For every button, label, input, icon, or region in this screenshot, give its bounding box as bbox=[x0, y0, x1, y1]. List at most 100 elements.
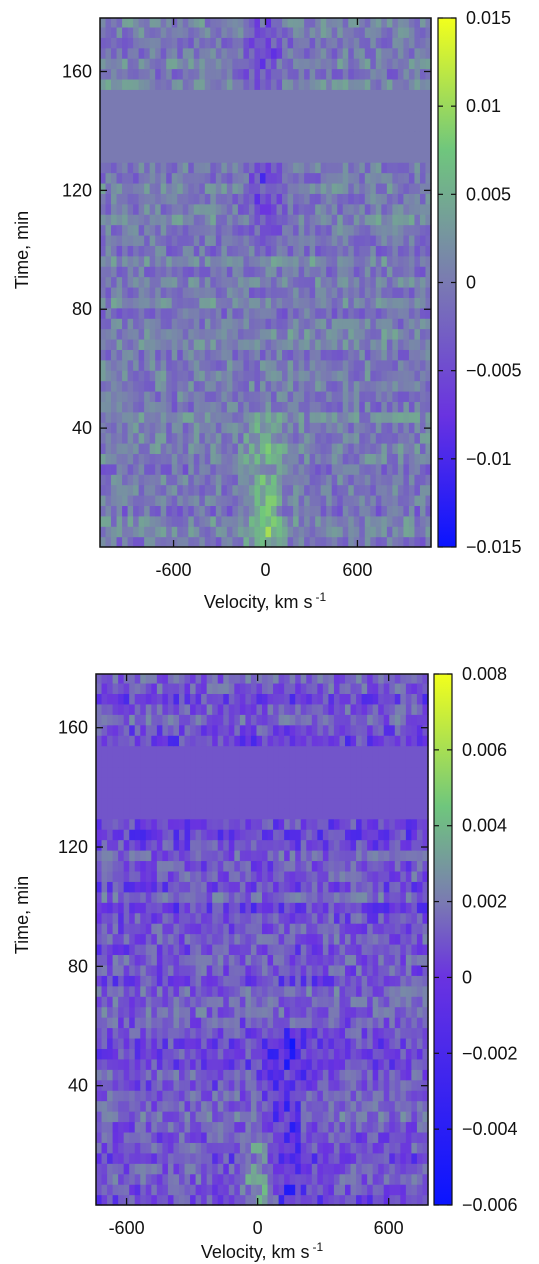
heatmap-cell bbox=[403, 422, 410, 434]
heatmap-cell bbox=[416, 954, 424, 966]
heatmap-cell bbox=[320, 318, 327, 330]
heatmap-cell bbox=[193, 68, 200, 80]
heatmap-cell bbox=[333, 1090, 341, 1102]
heatmap-cell bbox=[331, 224, 338, 236]
heatmap-cell bbox=[201, 985, 208, 997]
heatmap-cell bbox=[356, 975, 363, 987]
heatmap-cell bbox=[101, 1048, 108, 1060]
heatmap-cell bbox=[392, 89, 399, 101]
heatmap-cell bbox=[271, 442, 278, 454]
heatmap-cell bbox=[298, 349, 305, 361]
heatmap-cell bbox=[190, 891, 197, 903]
heatmap-cell bbox=[204, 536, 211, 548]
heatmap-cell bbox=[295, 902, 302, 914]
heatmap-cell bbox=[144, 37, 151, 49]
heatmap-cell bbox=[353, 463, 360, 475]
heatmap-cell bbox=[239, 912, 246, 924]
heatmap-cell bbox=[419, 151, 427, 163]
heatmap-cell bbox=[171, 474, 178, 486]
heatmap-cell bbox=[276, 47, 283, 59]
heatmap-cell bbox=[419, 359, 427, 371]
heatmap-cell bbox=[304, 182, 311, 194]
heatmap-cell bbox=[271, 193, 278, 205]
heatmap-cell bbox=[326, 349, 333, 361]
heatmap-cell bbox=[276, 422, 283, 434]
heatmap-cell bbox=[309, 494, 316, 506]
heatmap-cell bbox=[166, 474, 173, 486]
heatmap-cell bbox=[239, 1194, 246, 1206]
heatmap-cell bbox=[405, 1194, 412, 1206]
heatmap-cell bbox=[177, 37, 184, 49]
heatmap-cell bbox=[206, 923, 213, 935]
heatmap-cell bbox=[295, 1048, 302, 1060]
heatmap-cell bbox=[129, 985, 136, 997]
heatmap-cell bbox=[364, 390, 371, 402]
heatmap-cell bbox=[309, 297, 316, 309]
heatmap-cell bbox=[210, 463, 217, 475]
heatmap-cell bbox=[306, 1069, 313, 1081]
heatmap-cell bbox=[309, 318, 316, 330]
heatmap-cell bbox=[331, 141, 338, 153]
heatmap-cell bbox=[193, 214, 200, 226]
heatmap-cell bbox=[381, 442, 388, 454]
heatmap-cell bbox=[375, 99, 382, 111]
heatmap-cell bbox=[195, 1058, 202, 1070]
heatmap-cell bbox=[422, 881, 429, 893]
heatmap-cell bbox=[287, 203, 294, 215]
heatmap-cell bbox=[298, 422, 305, 434]
heatmap-cell bbox=[127, 110, 134, 122]
heatmap-cell bbox=[256, 975, 263, 987]
heatmap-cell bbox=[315, 130, 322, 142]
heatmap-cell bbox=[210, 515, 217, 527]
heatmap-cell bbox=[145, 954, 152, 966]
heatmap-cell bbox=[133, 224, 140, 236]
heatmap-cell bbox=[177, 359, 184, 371]
heatmap-cell bbox=[337, 141, 344, 153]
heatmap-cell bbox=[111, 99, 118, 111]
heatmap-cell bbox=[273, 1006, 280, 1018]
heatmap-cell bbox=[151, 1184, 158, 1196]
heatmap-cell bbox=[144, 349, 151, 361]
heatmap-cell bbox=[364, 338, 371, 350]
heatmap-cell bbox=[195, 1194, 202, 1206]
heatmap-cell bbox=[228, 943, 235, 956]
heatmap-cell bbox=[295, 1131, 302, 1143]
heatmap-cell bbox=[309, 338, 316, 350]
heatmap-cell bbox=[226, 401, 233, 413]
heatmap-cell bbox=[392, 536, 399, 548]
heatmap-cell bbox=[408, 442, 416, 454]
heatmap-cell bbox=[414, 505, 421, 517]
heatmap-cell bbox=[361, 1027, 368, 1039]
heatmap-cell bbox=[295, 1173, 302, 1185]
heatmap-cell bbox=[359, 349, 366, 361]
heatmap-cell bbox=[337, 494, 344, 506]
heatmap-cell bbox=[167, 954, 175, 966]
heatmap-cell bbox=[151, 943, 158, 956]
heatmap-cell bbox=[342, 26, 349, 38]
heatmap-cell bbox=[140, 1194, 147, 1206]
heatmap-cell bbox=[287, 172, 294, 184]
heatmap-cell bbox=[134, 996, 141, 1008]
heatmap-cell bbox=[397, 37, 405, 49]
heatmap-cell bbox=[425, 536, 432, 548]
heatmap-cell bbox=[184, 964, 191, 976]
heatmap-cell bbox=[173, 1152, 180, 1164]
heatmap-cell bbox=[304, 453, 311, 465]
heatmap-cell bbox=[129, 1194, 136, 1206]
heatmap-cell bbox=[276, 526, 283, 538]
heatmap-cell bbox=[239, 943, 246, 956]
heatmap-cell bbox=[177, 390, 184, 402]
heatmap-cell bbox=[333, 943, 341, 956]
heatmap-cell bbox=[337, 536, 344, 548]
heatmap-cell bbox=[317, 923, 324, 935]
heatmap-cell bbox=[414, 328, 421, 340]
heatmap-cell bbox=[173, 1131, 180, 1143]
heatmap-cell bbox=[221, 172, 228, 184]
heatmap-cell bbox=[322, 996, 329, 1008]
heatmap-cell bbox=[228, 1173, 235, 1185]
heatmap-cell bbox=[221, 193, 228, 205]
heatmap-cell bbox=[320, 224, 327, 236]
heatmap-cell bbox=[210, 370, 217, 382]
heatmap-cell bbox=[144, 276, 151, 288]
heatmap-cell bbox=[422, 1058, 429, 1070]
